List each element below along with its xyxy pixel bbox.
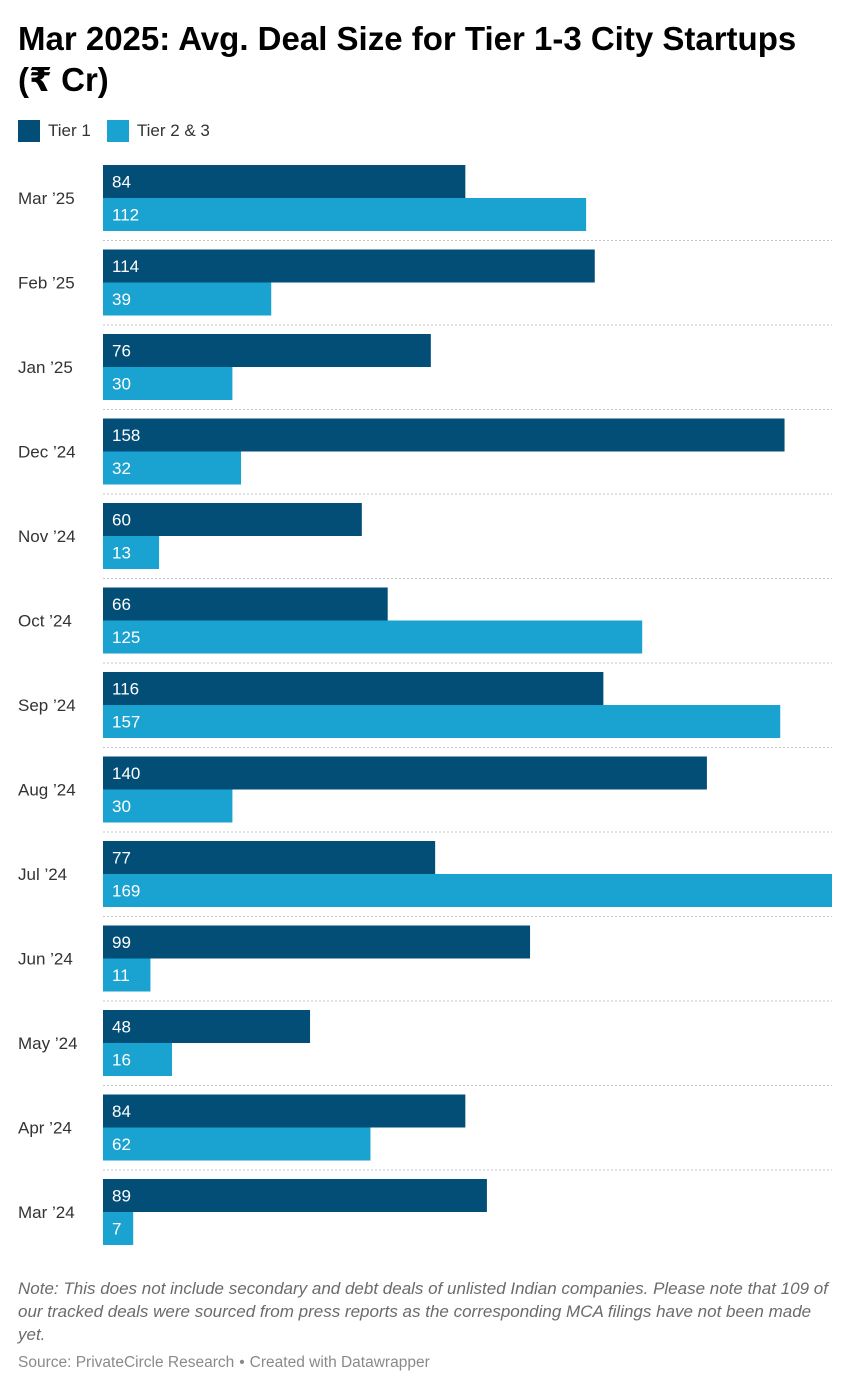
source-text: Source: PrivateCircle Research: [18, 1354, 235, 1371]
bar: [103, 165, 466, 198]
bar-value-label: 140: [112, 764, 140, 783]
bar-value-label: 11: [112, 966, 130, 985]
bar-value-label: 30: [112, 375, 131, 394]
bar-value-label: 84: [112, 173, 131, 192]
bar-value-label: 84: [112, 1102, 131, 1121]
bar: [103, 1010, 311, 1043]
category-label: May ’24: [18, 1034, 78, 1053]
bar: [103, 1212, 134, 1245]
bar: [103, 282, 272, 316]
bar-value-label: 32: [112, 459, 131, 478]
category-label: Oct ’24: [18, 612, 72, 631]
bar-value-label: 77: [112, 849, 131, 868]
bar-value-label: 16: [112, 1051, 131, 1070]
bar: [103, 874, 832, 907]
bar-value-label: 125: [112, 628, 140, 647]
category-label: Jan ’25: [18, 358, 73, 377]
bar: [103, 1127, 371, 1161]
category-label: Feb ’25: [18, 274, 75, 293]
bar-value-label: 116: [112, 680, 139, 699]
category-label: Mar ’25: [18, 189, 75, 208]
bar: [103, 958, 151, 992]
source-separator: •: [239, 1354, 245, 1371]
bar: [103, 841, 436, 874]
bar-value-label: 89: [112, 1187, 131, 1206]
legend-item-tier-2-3: Tier 2 & 3: [106, 120, 210, 142]
bar-value-label: 13: [112, 544, 131, 563]
bar-value-label: 158: [112, 426, 140, 445]
source-credit: Created with Datawrapper: [249, 1354, 430, 1371]
bar-value-label: 39: [112, 290, 131, 309]
bar-value-label: 48: [112, 1018, 131, 1037]
bar: [103, 418, 785, 452]
legend-swatch-tier-2-3: [106, 120, 129, 142]
bar: [103, 705, 781, 738]
legend-swatch-tier-1: [18, 120, 40, 142]
bar: [103, 1043, 173, 1076]
bar: [103, 1179, 487, 1212]
bar: [103, 672, 604, 705]
bar: [103, 367, 233, 400]
bar-value-label: 114: [112, 257, 139, 276]
chart-title: Mar 2025: Avg. Deal Size for Tier 1-3 Ci…: [18, 20, 797, 98]
bar-value-label: 157: [112, 713, 140, 732]
bar-value-label: 30: [112, 797, 131, 816]
bar-value-label: 99: [112, 933, 131, 952]
bar-value-label: 66: [112, 595, 131, 614]
bar: [103, 789, 233, 823]
bar: [103, 198, 587, 231]
bar: [103, 925, 531, 959]
bar-value-label: 169: [112, 882, 140, 901]
bar: [103, 620, 643, 654]
legend-item-tier-1: Tier 1: [18, 120, 91, 142]
bar: [103, 249, 595, 283]
bar: [103, 503, 362, 536]
category-label: Mar ’24: [18, 1203, 75, 1222]
bar-value-label: 60: [112, 511, 131, 530]
bar: [103, 451, 242, 485]
category-label: Jul ’24: [18, 865, 67, 884]
chart-note: Note: This does not include secondary an…: [18, 1279, 828, 1344]
bar-value-label: 62: [112, 1135, 131, 1154]
source-line: Source: PrivateCircle Research • Created w…: [18, 1354, 430, 1372]
bar: [103, 1094, 466, 1128]
category-label: Nov ’24: [18, 527, 76, 546]
category-label: Aug ’24: [18, 781, 76, 800]
category-label: Jun ’24: [18, 950, 73, 969]
bar-value-label: 7: [112, 1220, 121, 1239]
bar-value-label: 112: [112, 206, 139, 225]
legend: Tier 1 Tier 2 & 3: [18, 120, 226, 142]
bar-value-label: 76: [112, 342, 131, 361]
legend-label-tier-2-3: Tier 2 & 3: [136, 121, 210, 140]
bar: [103, 756, 707, 790]
bar: [103, 334, 431, 367]
legend-label-tier-1: Tier 1: [48, 121, 91, 140]
bar: [103, 587, 388, 621]
bar: [103, 536, 160, 569]
bar-chart: Mar ’25 84 112 Feb ’25 114 39 Jan ’25 76 30 Dec ’…: [18, 165, 832, 1245]
category-label: Apr ’24: [18, 1119, 72, 1138]
category-label: Dec ’24: [18, 443, 76, 462]
category-label: Sep ’24: [18, 696, 76, 715]
